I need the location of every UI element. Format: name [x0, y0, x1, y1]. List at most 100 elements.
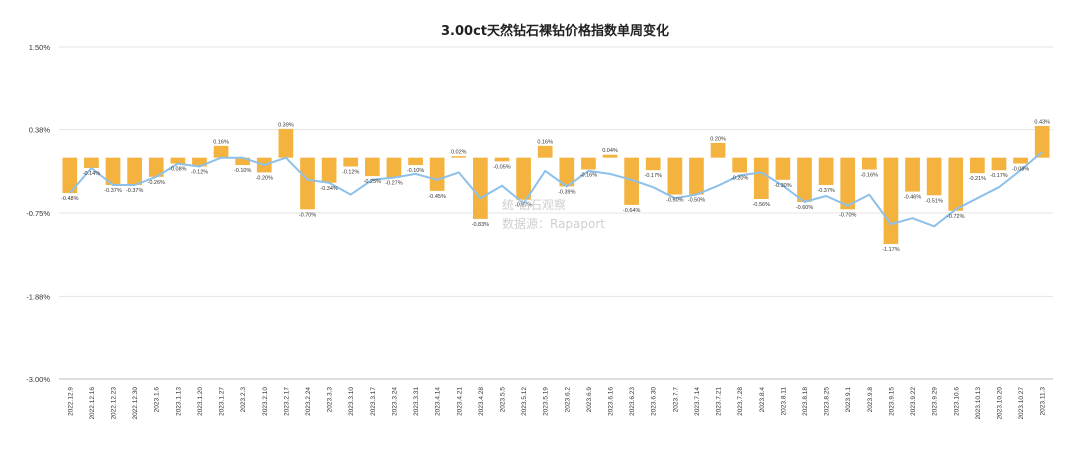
x-tick-label: 2023.8.18 — [802, 387, 809, 416]
bar — [602, 154, 618, 158]
bar — [105, 157, 121, 185]
x-tick-label: 2023.11.3 — [1040, 387, 1047, 416]
bar — [689, 157, 704, 195]
x-tick-label: 2022.12.30 — [132, 387, 139, 420]
bar — [710, 142, 726, 158]
bar-data-label: -0.08% — [1012, 167, 1030, 173]
bar-data-label: -0.70% — [839, 212, 857, 218]
y-axis: 1.50% 0.38% -0.75% -1.88% -3.00% — [26, 43, 50, 384]
bar — [429, 157, 445, 191]
x-tick-label: 2023.3.3 — [327, 387, 334, 413]
bar-data-label: -0.57% — [515, 203, 533, 209]
bar-data-label: -0.64% — [623, 208, 641, 214]
x-tick-label: 2023.4.14 — [435, 387, 442, 416]
bars — [62, 125, 1050, 244]
bar — [451, 156, 467, 158]
bar — [1013, 157, 1028, 164]
bar-data-label: 0.20% — [710, 136, 726, 142]
bar-data-label: 0.02% — [451, 150, 467, 156]
bar — [624, 157, 639, 205]
bar-data-label: -0.37% — [126, 188, 144, 194]
x-tick-label: 2023.9.22 — [910, 387, 917, 416]
x-tick-label: 2023.1.6 — [154, 387, 161, 413]
bar — [84, 157, 99, 168]
bar-data-label: -0.50% — [688, 198, 706, 204]
bar — [473, 157, 488, 219]
bar-data-label: -0.26% — [148, 180, 166, 186]
x-tick-label: 2023.1.27 — [219, 387, 226, 416]
x-tick-label: 2023.10.27 — [1018, 387, 1025, 420]
y-tick-label: -1.88% — [26, 292, 50, 301]
bar-data-label: -0.25% — [364, 179, 382, 185]
bar-data-label: -0.45% — [428, 194, 446, 200]
bar — [732, 157, 748, 173]
bar — [235, 157, 251, 166]
x-tick-label: 2023.9.1 — [845, 387, 852, 413]
x-tick-label: 2023.4.21 — [456, 387, 463, 416]
bar-data-label: -0.08% — [169, 167, 187, 173]
x-tick-label: 2023.4.28 — [478, 387, 485, 416]
bar — [127, 157, 142, 185]
x-axis: 2022.12.9 2022.12.16 2022.12.23 2022.12.30 2… — [67, 387, 1046, 420]
bar — [905, 157, 920, 192]
bar-data-label: -0.21% — [969, 176, 987, 182]
bar-data-label: -0.12% — [191, 170, 209, 176]
y-tick-label: 0.38% — [29, 126, 51, 135]
bar-data-label: -0.30% — [774, 183, 792, 189]
bar-data-label: -0.39% — [558, 189, 576, 195]
bar-data-label: -0.48% — [61, 196, 79, 202]
bar — [278, 128, 294, 158]
trend-line — [69, 151, 1043, 228]
x-tick-label: 2023.3.24 — [391, 387, 398, 416]
x-tick-label: 2023.1.13 — [175, 387, 182, 416]
x-tick-label: 2023.5.12 — [521, 387, 528, 416]
x-tick-label: 2023.9.29 — [932, 387, 939, 416]
bar — [170, 157, 186, 164]
x-tick-label: 2023.6.23 — [629, 387, 636, 416]
y-tick-label: -3.00% — [26, 375, 50, 384]
bar-data-label: -0.12% — [342, 170, 360, 176]
x-tick-label: 2023.8.11 — [780, 387, 787, 416]
bar — [213, 145, 229, 158]
trend-line-layer — [69, 151, 1043, 228]
bar-data-label: 0.43% — [1034, 119, 1050, 125]
x-tick-label: 2023.3.10 — [348, 387, 355, 416]
bar — [818, 157, 834, 185]
bar — [559, 157, 575, 187]
data-labels: -0.48% -0.14% -0.37% -0.37% -0.26% -0.08% -0.1… — [61, 119, 1050, 253]
bar — [408, 157, 423, 166]
bar-data-label: -0.17% — [990, 173, 1008, 179]
bar-data-label: -0.37% — [817, 188, 835, 194]
bar-data-label: -0.51% — [925, 198, 943, 204]
watermark: 统 钻石观察 数据源：Rapaport — [502, 196, 605, 234]
bar-data-label: 0.04% — [602, 148, 618, 154]
bar — [753, 157, 769, 199]
bar — [343, 157, 359, 167]
x-tick-label: 2023.7.14 — [694, 387, 701, 416]
x-tick-label: 2023.3.31 — [413, 387, 420, 416]
bar — [321, 157, 337, 183]
bar — [537, 145, 553, 158]
x-tick-label: 2023.5.5 — [499, 387, 506, 413]
bar-data-label: -0.17% — [645, 173, 663, 179]
x-tick-label: 2023.9.15 — [888, 387, 895, 416]
x-tick-label: 2023.1.20 — [197, 387, 204, 416]
x-tick-label: 2023.2.24 — [305, 387, 312, 416]
bar-data-label: -0.46% — [904, 195, 922, 201]
x-tick-label: 2023.6.16 — [608, 387, 615, 416]
bar-data-label: -0.34% — [320, 186, 338, 192]
bar — [797, 157, 812, 202]
x-tick-label: 2023.7.21 — [716, 387, 723, 416]
x-tick-label: 2023.2.3 — [240, 387, 247, 413]
bar — [775, 157, 791, 180]
bar-data-label: -0.72% — [947, 214, 965, 220]
x-tick-label: 2023.7.28 — [737, 387, 744, 416]
x-tick-label: 2023.2.17 — [283, 387, 290, 416]
x-tick-label: 2022.12.16 — [89, 387, 96, 420]
x-tick-label: 2023.10.6 — [953, 387, 960, 416]
bar — [300, 157, 315, 210]
bar-data-label: -0.83% — [472, 222, 490, 228]
bar — [991, 157, 1007, 171]
x-tick-label: 2023.5.19 — [543, 387, 550, 416]
y-tick-label: 1.50% — [29, 43, 51, 52]
